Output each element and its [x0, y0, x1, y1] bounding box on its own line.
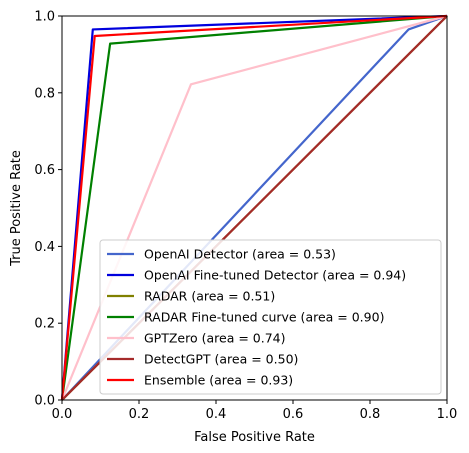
x-tick-label: 0.4 — [206, 407, 227, 422]
x-tick-label: 1.0 — [437, 407, 458, 422]
x-tick-label: 0.8 — [360, 407, 381, 422]
x-tick-label: 0.2 — [129, 407, 150, 422]
legend-label: GPTZero (area = 0.74) — [144, 331, 285, 346]
x-tick-label: 0.6 — [283, 407, 304, 422]
x-axis-label: False Positive Rate — [194, 430, 315, 445]
y-tick-label: 1.0 — [34, 10, 55, 25]
y-axis-label: True Positive Rate — [9, 150, 24, 267]
series-line-3 — [60, 14, 448, 401]
legend-label: DetectGPT (area = 0.50) — [144, 352, 298, 367]
y-tick-label: 0.0 — [34, 394, 55, 409]
legend-label: RADAR Fine-tuned curve (area = 0.90) — [144, 310, 384, 325]
legend-box — [99, 239, 442, 395]
y-tick-label: 0.4 — [34, 240, 55, 255]
legend-label: Ensemble (area = 0.93) — [144, 373, 293, 388]
legend-label: RADAR (area = 0.51) — [144, 289, 275, 304]
x-tick-label: 0.0 — [52, 407, 73, 422]
y-tick-label: 0.2 — [34, 317, 55, 332]
legend-label: OpenAI Fine-tuned Detector (area = 0.94) — [144, 268, 406, 283]
y-tick-label: 0.6 — [34, 163, 55, 178]
x-axis-ticks: 0.0 0.2 0.4 0.6 0.8 1.0 — [52, 400, 458, 422]
legend: OpenAI Detector (area = 0.53) OpenAI Fine… — [99, 239, 442, 395]
y-tick-label: 0.8 — [34, 86, 55, 101]
plot-frame — [61, 15, 448, 401]
legend-label: OpenAI Detector (area = 0.53) — [144, 247, 336, 262]
series-line-6 — [60, 14, 448, 401]
y-axis-ticks: 0.0 0.2 0.4 0.6 0.8 1.0 — [34, 10, 62, 409]
